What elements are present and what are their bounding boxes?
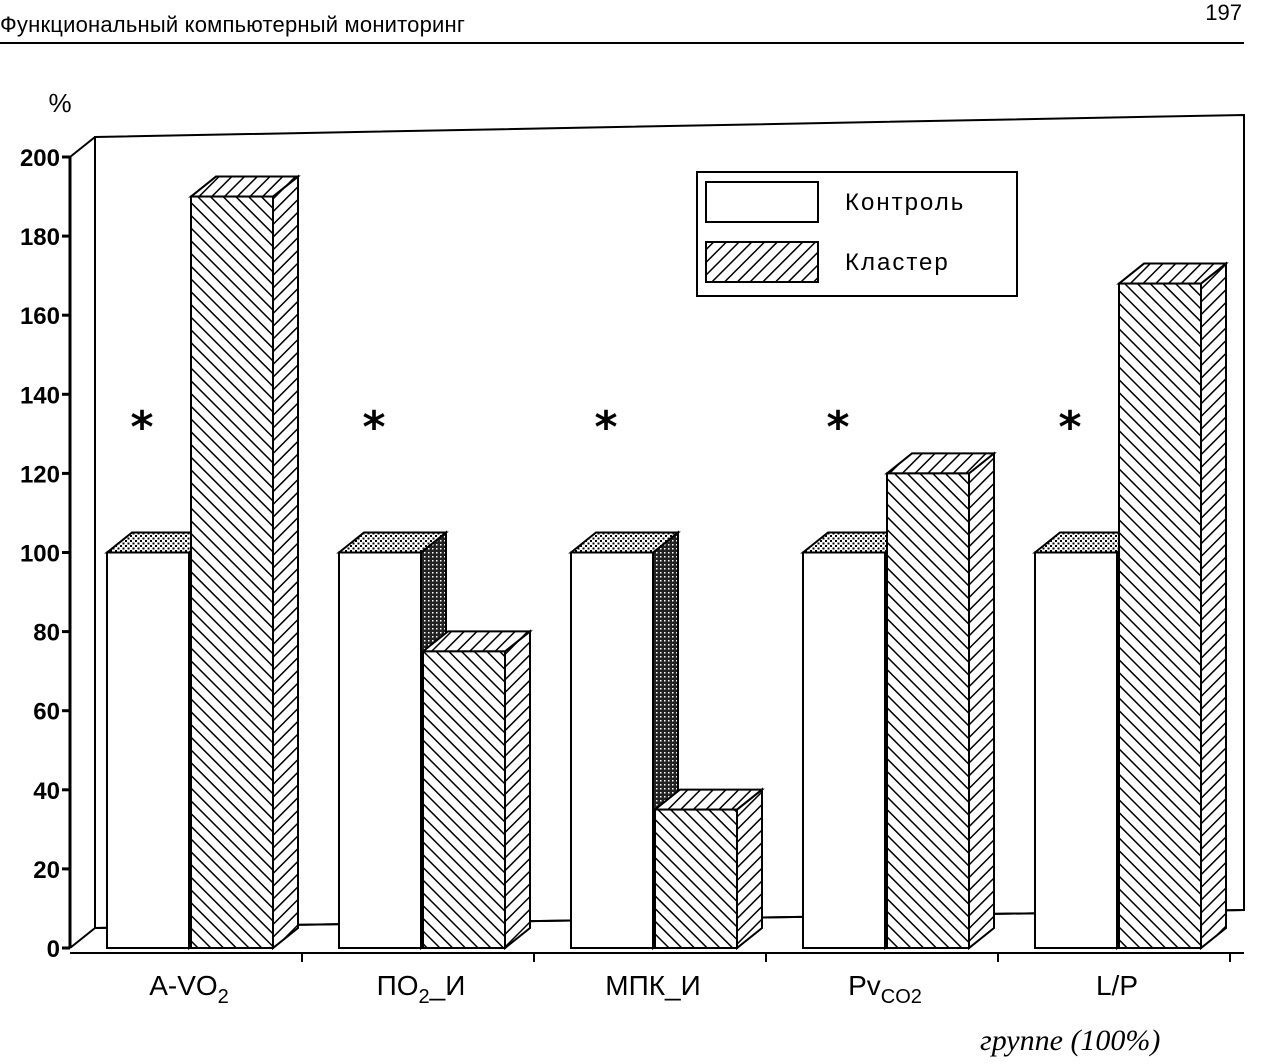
- x-tick-label: МПК_И: [605, 970, 700, 1001]
- significance-mark: *: [594, 402, 617, 453]
- floor-edge: [69, 927, 96, 949]
- page-number: 197: [1205, 0, 1242, 25]
- legend-swatch: [705, 181, 819, 223]
- cluster-bar-face: [1118, 282, 1202, 949]
- control-bar-face: [570, 551, 654, 949]
- x-axis: A-VO2 ПО2_И МПК_И PvCO2 L/P: [70, 952, 1244, 1008]
- y-axis-label: %: [48, 88, 71, 118]
- significance-mark: *: [826, 402, 849, 453]
- y-tick-label: 20: [33, 857, 60, 884]
- cluster-bar: [884, 451, 997, 951]
- legend-swatch: [705, 241, 819, 283]
- cluster-bar: [188, 174, 301, 951]
- cluster-bar-side: [1200, 261, 1227, 951]
- cluster-bar-side: [968, 451, 995, 951]
- x-tick-label: A-VO2: [149, 970, 229, 1008]
- x-tick-label-base: МПК_И: [605, 970, 700, 1001]
- x-tick-label-base: A-VO: [149, 970, 217, 1001]
- y-tick-label: 60: [33, 699, 60, 726]
- x-tick-label: L/P: [1096, 970, 1138, 1001]
- legend-label: Кластер: [845, 249, 950, 276]
- y-tick-label: 0: [47, 936, 60, 963]
- cluster-bar-side: [504, 629, 531, 951]
- bars: * * * * *: [104, 174, 1229, 951]
- cluster-bar-face: [422, 650, 506, 949]
- x-tick-label-base: L/P: [1096, 970, 1138, 1001]
- control-bar: [568, 530, 681, 951]
- control-bar-face: [802, 551, 886, 949]
- x-tick-label-base: Pv: [848, 970, 881, 1001]
- y-tick-label: 140: [20, 382, 60, 409]
- x-tick-label: ПО2_И: [377, 970, 466, 1008]
- wall-edge: [69, 136, 96, 158]
- cluster-bar-face: [886, 472, 970, 949]
- caption-fragment: группе (100%): [980, 1024, 1161, 1057]
- significance-mark: *: [130, 402, 153, 453]
- significance-mark: *: [362, 402, 385, 453]
- y-tick-label: 120: [20, 461, 60, 488]
- x-tick-label-sub: 2: [419, 986, 430, 1008]
- cluster-bar: [652, 787, 765, 951]
- y-tick-label: 180: [20, 224, 60, 251]
- cluster-bar: [1116, 261, 1229, 951]
- cluster-bar-side: [272, 174, 299, 951]
- control-bar-face: [338, 551, 422, 949]
- control-bar-face: [106, 551, 190, 949]
- y-tick-label: 40: [33, 778, 60, 805]
- x-tick-label-base: ПО: [377, 970, 419, 1001]
- significance-mark: *: [1058, 402, 1081, 453]
- x-tick-label-sub: CO2: [881, 986, 922, 1008]
- control-bar-face: [1034, 551, 1118, 949]
- y-tick-label: 160: [20, 303, 60, 330]
- y-axis: % 0 20 40 60 80 100 120 140 160 180 200: [20, 88, 72, 963]
- y-tick-label: 80: [33, 620, 60, 647]
- cluster-bar-face: [190, 195, 274, 950]
- cluster-bar-side: [736, 787, 763, 951]
- cluster-bar-face: [654, 808, 738, 950]
- header-rule: [0, 42, 1244, 44]
- x-tick-label-sub: 2: [218, 986, 229, 1008]
- running-title: Функциональный компьютерный мониторинг: [0, 12, 466, 37]
- legend-label: Контроль: [845, 189, 965, 216]
- legend: Контроль Кластер: [696, 171, 1018, 297]
- x-tick-label: PvCO2: [848, 970, 922, 1008]
- x-tick-label-tail: _И: [429, 970, 466, 1001]
- y-tick-label: 200: [20, 145, 60, 172]
- cluster-bar: [420, 629, 533, 951]
- y-tick-label: 100: [20, 541, 60, 568]
